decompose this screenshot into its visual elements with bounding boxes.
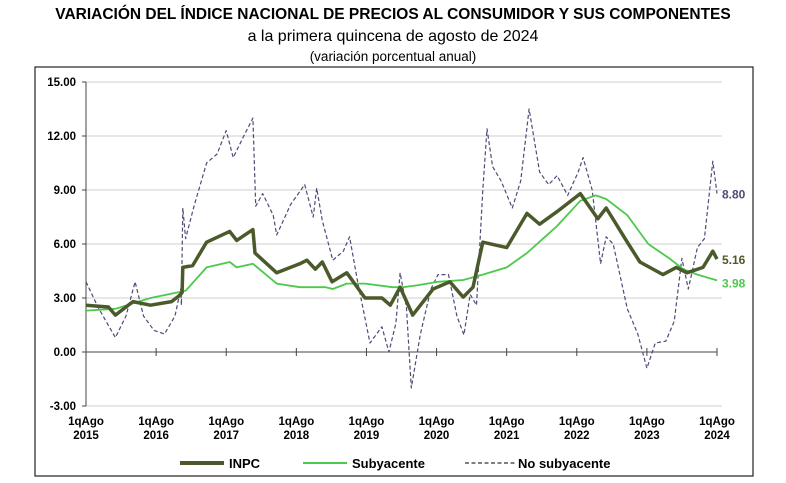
series-line-subyacente bbox=[85, 194, 718, 312]
x-tick-label-year: 2019 bbox=[354, 430, 380, 442]
x-tick-label-top: 1qAgo bbox=[489, 416, 525, 428]
end-value-label: 5.16 bbox=[722, 253, 746, 267]
x-tick-label-year: 2021 bbox=[494, 430, 520, 442]
chart-subtitle-units: (variación porcentual anual) bbox=[309, 49, 477, 64]
y-tick-label: 12.00 bbox=[47, 131, 76, 143]
x-tick-label-year: 2024 bbox=[704, 430, 730, 442]
legend-label: Subyacente bbox=[352, 456, 425, 471]
x-tick-label-year: 2017 bbox=[213, 430, 239, 442]
x-tick-label-top: 1qAgo bbox=[278, 416, 314, 428]
x-tick-label-year: 2016 bbox=[143, 430, 169, 442]
chart-title: VARIACIÓN DEL ÍNDICE NACIONAL DE PRECIOS… bbox=[55, 6, 731, 23]
x-tick-label-year: 2015 bbox=[73, 430, 99, 442]
x-tick-label-top: 1qAgo bbox=[68, 416, 104, 428]
series-line-no-subyacente bbox=[85, 108, 718, 389]
chart-subtitle: a la primera quincena de agosto de 2024 bbox=[247, 28, 539, 45]
y-tick-label: 0.00 bbox=[54, 347, 76, 359]
y-tick-label: 3.00 bbox=[54, 293, 76, 305]
end-value-label: 3.98 bbox=[722, 276, 746, 290]
x-tick-label-year: 2022 bbox=[564, 430, 590, 442]
chart-frame bbox=[34, 66, 754, 477]
x-tick-label-year: 2018 bbox=[284, 430, 310, 442]
y-tick-label: -3.00 bbox=[50, 401, 76, 413]
x-tick-label-top: 1qAgo bbox=[419, 416, 455, 428]
y-tick-label: 15.00 bbox=[47, 77, 76, 89]
y-tick-label: 6.00 bbox=[54, 239, 76, 251]
end-value-label: 8.80 bbox=[722, 188, 746, 202]
y-tick-label: 9.00 bbox=[54, 185, 76, 197]
legend-label: No subyacente bbox=[518, 456, 610, 471]
x-tick-label-year: 2023 bbox=[634, 430, 660, 442]
x-tick-label-top: 1qAgo bbox=[629, 416, 665, 428]
legend-label: INPC bbox=[229, 456, 261, 471]
x-tick-label-top: 1qAgo bbox=[138, 416, 174, 428]
x-tick-label-top: 1qAgo bbox=[559, 416, 595, 428]
x-tick-label-top: 1qAgo bbox=[699, 416, 735, 428]
x-tick-label-top: 1qAgo bbox=[208, 416, 244, 428]
series-line-inpc bbox=[85, 191, 719, 317]
x-tick-label-top: 1qAgo bbox=[349, 416, 385, 428]
x-tick-label-year: 2020 bbox=[424, 430, 450, 442]
